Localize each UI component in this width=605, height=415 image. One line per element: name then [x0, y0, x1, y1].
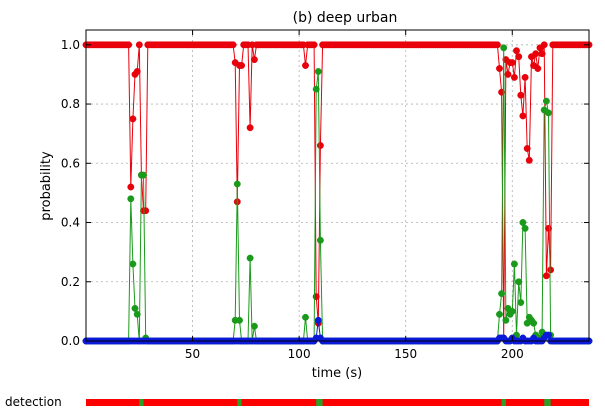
series-0-point	[539, 51, 545, 57]
series-1-point	[317, 237, 323, 243]
detection-mark	[502, 399, 506, 406]
series-0-point	[543, 273, 549, 279]
series-0-point	[230, 42, 236, 48]
series-1-point	[302, 314, 308, 320]
series-0-point	[520, 113, 526, 119]
series-0-point	[516, 54, 522, 60]
y-tick-label: 1.0	[61, 38, 80, 52]
series-1-point	[234, 181, 240, 187]
series-1-point	[520, 219, 526, 225]
detection-bar	[86, 399, 589, 406]
series-layer	[83, 42, 592, 345]
series-1-line	[86, 48, 589, 341]
series-0-point	[526, 157, 532, 163]
y-tick-label: 0.0	[61, 334, 80, 348]
series-0-point	[509, 59, 515, 65]
detection-mark	[544, 399, 550, 406]
series-2-point	[545, 332, 551, 338]
y-tick-label: 0.6	[61, 156, 80, 170]
series-0-point	[136, 42, 142, 48]
series-0-point	[311, 42, 317, 48]
series-0-point	[541, 42, 547, 48]
series-1-point	[511, 261, 517, 267]
detection-mark	[316, 399, 322, 406]
y-tick-label: 0.4	[61, 216, 80, 230]
series-0-point	[505, 71, 511, 77]
series-1-point	[130, 261, 136, 267]
series-1-point	[503, 317, 509, 323]
detection-mark	[139, 399, 143, 406]
series-0-point	[247, 125, 253, 131]
series-0-point	[545, 225, 551, 231]
x-axis-title: time (s)	[312, 366, 362, 381]
series-1-point	[313, 86, 319, 92]
series-1-point	[518, 299, 524, 305]
series-1-point	[509, 308, 515, 314]
detection-mark	[237, 399, 241, 406]
series-1-point	[251, 323, 257, 329]
series-0-point	[511, 74, 517, 80]
series-1-point	[128, 196, 134, 202]
series-0-point	[494, 42, 500, 48]
series-1-point	[498, 290, 504, 296]
series-0-point	[130, 116, 136, 122]
series-1-point	[134, 311, 140, 317]
x-tick-label: 200	[501, 347, 524, 361]
series-0-point	[522, 74, 528, 80]
series-1-point	[516, 279, 522, 285]
series-1-point	[236, 317, 242, 323]
series-2-point	[315, 317, 321, 323]
series-0-point	[238, 62, 244, 68]
y-axis-title: probability	[39, 151, 54, 221]
series-0-point	[535, 65, 541, 71]
series-0-point	[518, 92, 524, 98]
series-1-point	[522, 225, 528, 231]
x-tick-label: 150	[394, 347, 417, 361]
x-tick-label: 50	[185, 347, 200, 361]
series-1-point	[132, 305, 138, 311]
y-tick-label: 0.2	[61, 275, 80, 289]
series-1-point	[247, 255, 253, 261]
series-0-point	[128, 184, 134, 190]
detection-label: detection	[5, 395, 62, 409]
series-0-point	[134, 68, 140, 74]
series-0-point	[251, 56, 257, 62]
series-0-point	[547, 267, 553, 273]
chart-title: (b) deep urban	[293, 10, 398, 26]
series-0-point	[317, 142, 323, 148]
series-1-point	[501, 45, 507, 51]
detection-bar-base	[86, 399, 589, 406]
series-1-point	[530, 320, 536, 326]
series-1-point	[545, 110, 551, 116]
series-1-point	[315, 68, 321, 74]
series-1-point	[140, 172, 146, 178]
series-1-point	[543, 98, 549, 104]
series-0-point	[524, 145, 530, 151]
x-tick-label: 100	[288, 347, 311, 361]
series-0-point	[513, 48, 519, 54]
series-0-point	[302, 62, 308, 68]
series-0-point	[533, 51, 539, 57]
series-1-point	[496, 311, 502, 317]
series-0-point	[125, 42, 131, 48]
series-0-point	[496, 65, 502, 71]
y-tick-label: 0.8	[61, 97, 80, 111]
